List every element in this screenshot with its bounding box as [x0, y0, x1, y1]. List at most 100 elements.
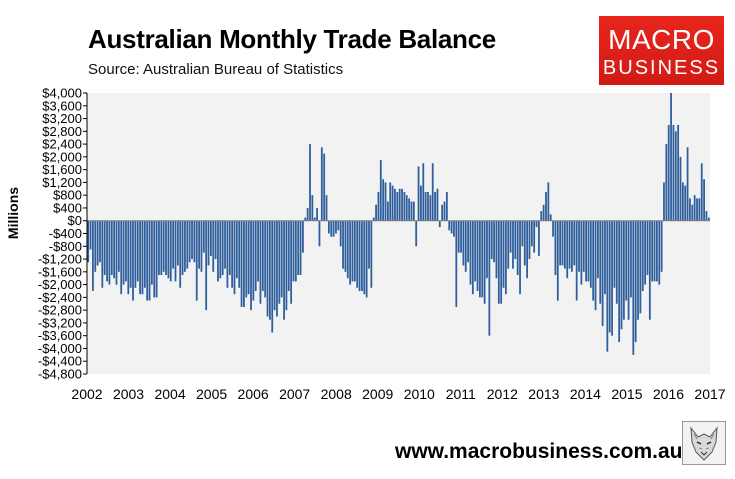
bar — [247, 220, 250, 295]
bar — [597, 220, 599, 279]
y-tick-label: $2,800 — [42, 124, 82, 139]
bar — [653, 220, 656, 282]
bar — [535, 220, 538, 228]
bar — [344, 220, 347, 272]
bar — [224, 220, 226, 269]
bar — [608, 220, 611, 333]
bar — [592, 220, 595, 301]
bar — [436, 188, 439, 221]
bar — [205, 220, 208, 311]
bar — [132, 220, 134, 301]
bar — [467, 220, 470, 263]
bar — [297, 220, 300, 276]
bar — [656, 220, 658, 282]
bar — [120, 220, 123, 295]
bar — [424, 191, 427, 221]
bar — [613, 220, 616, 288]
bar — [311, 195, 314, 221]
bar — [417, 166, 420, 221]
bar — [271, 220, 274, 333]
bar — [103, 220, 106, 276]
bar — [575, 220, 578, 301]
bar — [488, 220, 491, 336]
x-tick-label: 2016 — [653, 386, 684, 402]
bar — [226, 220, 229, 288]
bar — [422, 163, 425, 221]
bar — [500, 220, 503, 304]
bar — [538, 220, 540, 256]
bar — [627, 220, 630, 320]
bar — [351, 220, 354, 282]
bar — [191, 220, 193, 260]
bar — [601, 220, 604, 327]
bar — [349, 220, 352, 285]
y-tick-label: -$400 — [49, 226, 82, 241]
bar — [663, 182, 665, 221]
bar — [210, 220, 212, 256]
bar — [176, 220, 179, 266]
bar — [493, 220, 495, 263]
bar — [273, 220, 276, 311]
bar — [415, 220, 418, 247]
bar — [578, 220, 580, 272]
bar — [707, 217, 710, 221]
bar — [134, 220, 137, 288]
bar — [195, 220, 198, 301]
bar — [448, 220, 451, 231]
bar — [221, 220, 224, 276]
bar — [604, 220, 606, 295]
y-tick-label: -$2,800 — [38, 303, 82, 318]
bar — [573, 220, 576, 266]
bar — [483, 220, 486, 304]
x-tick-label: 2002 — [71, 386, 102, 402]
bar — [429, 195, 432, 221]
bar — [495, 220, 498, 279]
y-tick-label: $3,200 — [42, 111, 82, 126]
bar — [684, 185, 687, 221]
bar — [219, 220, 222, 279]
bar — [462, 220, 465, 266]
bar — [160, 220, 163, 276]
bar — [186, 220, 189, 269]
bar — [585, 220, 587, 282]
bar — [471, 220, 474, 295]
bar — [363, 220, 366, 295]
bar — [615, 220, 618, 304]
y-tick-label: -$3,200 — [38, 315, 82, 330]
bar — [674, 131, 677, 221]
bar — [231, 220, 234, 288]
bar — [639, 220, 642, 314]
bar — [337, 220, 340, 231]
bar — [554, 220, 557, 276]
bar — [92, 220, 94, 291]
bar — [292, 220, 295, 282]
bar — [507, 220, 510, 269]
bar — [141, 220, 144, 295]
y-tick-label: -$1,200 — [38, 252, 82, 267]
bar — [509, 220, 512, 253]
bar — [181, 220, 184, 276]
bar — [379, 160, 382, 221]
bar — [568, 220, 571, 269]
bar — [412, 201, 415, 221]
bar — [460, 220, 462, 253]
bar — [330, 220, 333, 237]
bar — [450, 220, 453, 234]
bar — [250, 220, 252, 311]
bar — [386, 201, 389, 221]
bar — [143, 220, 146, 288]
bar — [368, 220, 370, 269]
bar — [396, 191, 399, 221]
bar — [278, 220, 281, 304]
y-tick-label: $1,200 — [42, 175, 82, 190]
bar — [125, 220, 127, 282]
bar — [335, 220, 337, 234]
x-tick-label: 2014 — [570, 386, 601, 402]
bar — [179, 220, 182, 288]
bar — [408, 198, 411, 221]
bar — [375, 204, 377, 221]
bar — [547, 182, 550, 221]
bar — [445, 191, 448, 221]
bar — [254, 220, 257, 291]
bar — [519, 220, 521, 295]
